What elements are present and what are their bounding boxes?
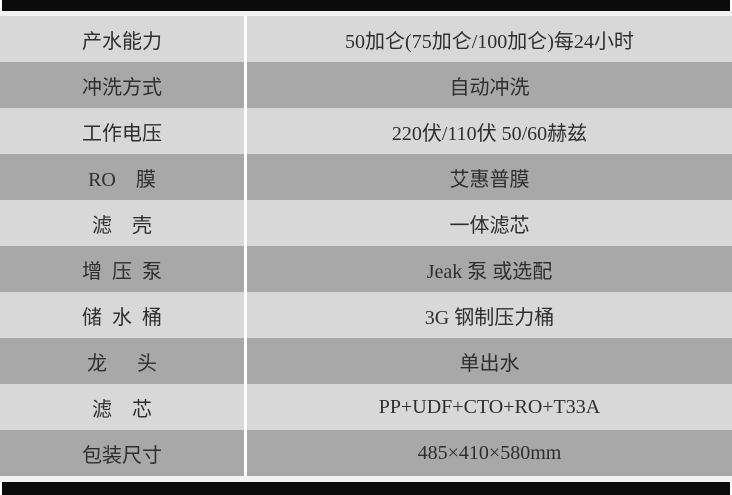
spec-value: 一体滤芯 — [247, 200, 732, 246]
bottom-gap-strip — [0, 476, 732, 482]
column-divider — [244, 292, 247, 338]
column-divider — [244, 62, 247, 108]
table-row: 产水能力 50加仑(75加仑/100加仑)每24小时 — [0, 16, 732, 62]
spec-label: RO 膜 — [0, 154, 244, 200]
table-row: 冲洗方式 自动冲洗 — [0, 62, 732, 108]
column-divider — [244, 154, 247, 200]
spec-value: 自动冲洗 — [247, 62, 732, 108]
spec-label: 包装尺寸 — [0, 430, 244, 476]
table-row: 增 压 泵 Jeak 泵 或选配 — [0, 246, 732, 292]
bottom-black-bar — [2, 482, 730, 495]
spec-label: 增 压 泵 — [0, 246, 244, 292]
column-divider — [244, 430, 247, 476]
column-divider — [244, 16, 247, 62]
column-divider — [244, 338, 247, 384]
column-divider — [244, 108, 247, 154]
spec-label: 滤 芯 — [0, 384, 244, 430]
spec-label: 冲洗方式 — [0, 62, 244, 108]
spec-label: 储 水 桶 — [0, 292, 244, 338]
top-gap-strip — [0, 11, 732, 16]
column-divider — [244, 200, 247, 246]
spec-label: 龙 头 — [0, 338, 244, 384]
spec-value: 485×410×580mm — [247, 430, 732, 476]
table-row: 储 水 桶 3G 钢制压力桶 — [0, 292, 732, 338]
table-row: 滤 壳一体滤芯 — [0, 200, 732, 246]
spec-value: 3G 钢制压力桶 — [247, 292, 732, 338]
table-row: 工作电压 220伏/110伏 50/60赫兹 — [0, 108, 732, 154]
column-divider — [244, 384, 247, 430]
table-row: 滤 芯 PP+UDF+CTO+RO+T33A — [0, 384, 732, 430]
spec-value: 50加仑(75加仑/100加仑)每24小时 — [247, 16, 732, 62]
table-row: 包装尺寸 485×410×580mm — [0, 430, 732, 476]
spec-value: 艾惠普膜 — [247, 154, 732, 200]
column-divider — [244, 246, 247, 292]
table-row: 龙 头单出水 — [0, 338, 732, 384]
spec-table: 产水能力 50加仑(75加仑/100加仑)每24小时 冲洗方式 自动冲洗 工作电压 220… — [0, 16, 732, 476]
table-row: RO 膜艾惠普膜 — [0, 154, 732, 200]
spec-value: 单出水 — [247, 338, 732, 384]
spec-value: 220伏/110伏 50/60赫兹 — [247, 108, 732, 154]
spec-label: 产水能力 — [0, 16, 244, 62]
spec-label: 工作电压 — [0, 108, 244, 154]
top-black-bar — [2, 0, 730, 11]
spec-value: PP+UDF+CTO+RO+T33A — [247, 384, 732, 430]
spec-value: Jeak 泵 或选配 — [247, 246, 732, 292]
spec-label: 滤 壳 — [0, 200, 244, 246]
